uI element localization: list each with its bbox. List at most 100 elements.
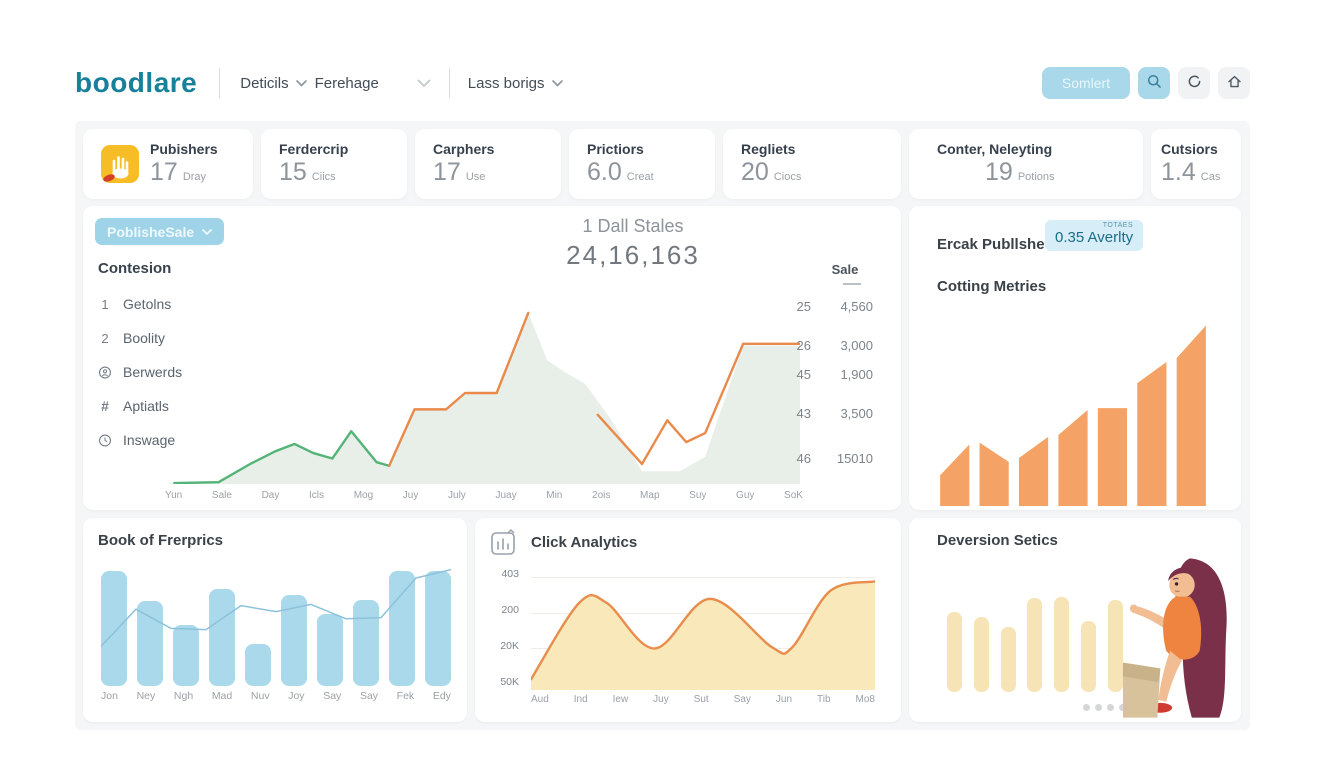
stat-value: 19 — [985, 158, 1013, 186]
hand-icon — [101, 145, 139, 183]
header-divider — [448, 68, 450, 98]
click-analytics-title: Click Analytics — [531, 534, 638, 551]
sidebar-item-inswage[interactable]: Inswage — [98, 430, 182, 450]
axis-label: Min — [546, 490, 563, 501]
bar — [173, 624, 199, 686]
stat-title: Regliets — [741, 141, 796, 157]
search-icon — [1146, 73, 1163, 93]
stat-card-cutsiors[interactable]: Cutsiors 1.4 Cas — [1151, 129, 1241, 199]
stat-card-regliets[interactable]: Regliets 20 Ciocs — [723, 129, 901, 199]
stat-unit: Dray — [182, 171, 207, 183]
pagination-dot[interactable] — [1107, 704, 1114, 711]
pagination-dot[interactable] — [1095, 704, 1102, 711]
bar — [1107, 600, 1123, 692]
axis-tick: 403 — [501, 568, 519, 580]
ercak-publshee-label: Ercak Publlshee — [937, 236, 1053, 253]
stat-value: 1.4 — [1161, 158, 1196, 186]
nav-item-ferehage[interactable]: Ferehage — [315, 75, 379, 92]
home-icon — [1226, 73, 1243, 93]
nav-item-lass-borigs[interactable]: Lass borigs — [468, 75, 563, 92]
sidebar-item-berwerds[interactable]: Berwerds — [98, 362, 182, 382]
deversion-setics-panel: Deversion Setics — [909, 518, 1241, 722]
axis-tick: 50K — [500, 676, 519, 688]
sale-cell: 15010 — [836, 451, 873, 466]
stat-unit: Potions — [1017, 171, 1055, 183]
stat-unit: Ciocs — [773, 171, 802, 183]
sales-total: 24,16,163 — [566, 240, 700, 270]
axis-label: Ind — [573, 694, 588, 705]
search-button[interactable] — [1138, 67, 1170, 99]
stat-value: 20 — [741, 158, 769, 186]
bar — [947, 612, 962, 692]
chart-icon — [489, 528, 519, 558]
axis-label: Tib — [816, 694, 831, 705]
bar — [245, 644, 271, 686]
axis-label: Jun — [775, 694, 793, 705]
stat-card-prictiors[interactable]: Prictiors 6.0 Creat — [569, 129, 715, 199]
stat-card-pubishers[interactable]: Pubishers 17 Dray — [83, 129, 253, 199]
bottom-row: Book of Frerprics Jon Ney Ngh Mad Nuv Joy Say S… — [83, 518, 1242, 722]
sale-row: 45 1,900 — [787, 367, 873, 382]
nav-item-deticils[interactable]: Deticils — [240, 75, 307, 92]
click-y-axis: 403 200 20K 50K — [483, 568, 519, 688]
stat-unit: Creat — [626, 171, 654, 183]
dashboard-content: Pubishers 17 Dray Ferdercrip 15 Ciics Carp… — [75, 121, 1250, 730]
axis-label: Say — [323, 690, 342, 702]
top-header: boodlare Deticils Ferehage Lass borigs S… — [75, 55, 1250, 111]
sidebar-item-boolity[interactable]: 2 Boolity — [98, 328, 182, 348]
bar — [137, 600, 163, 686]
pagination-dot[interactable] — [1083, 704, 1090, 711]
axis-label: Jon — [101, 690, 118, 702]
stat-title: Conter, Neleyting — [937, 141, 1053, 157]
pagination-dot[interactable] — [1119, 704, 1126, 711]
stat-title: Pubishers — [150, 141, 218, 157]
book-of-frerprics-panel: Book of Frerprics Jon Ney Ngh Mad Nuv Joy Say S… — [83, 518, 467, 722]
sale-cell: 3,500 — [840, 406, 873, 421]
axis-label: Say — [733, 694, 751, 705]
refresh-button[interactable] — [1178, 67, 1210, 99]
sale-row: 43 3,500 — [787, 406, 873, 421]
somlert-button[interactable]: Somlert — [1042, 67, 1130, 99]
cotting-metries-bar-chart — [935, 314, 1211, 506]
stat-card-carphers[interactable]: Carphers 17 Use — [415, 129, 561, 199]
sales-panel: PoblisheSale Contesion 1 Getolns 2 Booli… — [83, 206, 901, 510]
axis-label: Iew — [612, 694, 629, 705]
axis-label: Mog — [353, 490, 374, 501]
illustration-person — [1121, 552, 1239, 722]
bar — [973, 616, 989, 692]
dropdown-label: PoblisheSale — [107, 223, 195, 240]
stat-unit: Ciics — [311, 171, 336, 183]
chevron-down-icon[interactable] — [417, 79, 431, 88]
axis-label: Sut — [693, 694, 709, 705]
cotting-metries-panel: Ercak Publlshee TOTAES 0.35 Averlty Cott… — [909, 206, 1241, 510]
sale-cell: 25 — [796, 299, 811, 314]
sidebar-item-aptiatls[interactable]: # Aptiatls — [98, 396, 182, 416]
stat-value: 6.0 — [587, 158, 622, 186]
sales-header: 1 Dall Stales 24,16,163 — [453, 216, 813, 271]
sidebar-item-label: Inswage — [123, 432, 176, 448]
home-button[interactable] — [1218, 67, 1250, 99]
sale-row: 46 15010 — [787, 451, 873, 466]
publishe-sale-dropdown[interactable]: PoblisheSale — [95, 218, 225, 245]
pagination-dots — [1083, 704, 1126, 711]
nav-item-label: Ferehage — [314, 74, 379, 92]
sale-cell: 45 — [796, 367, 811, 382]
main-row: PoblisheSale Contesion 1 Getolns 2 Booli… — [83, 206, 1242, 510]
click-x-axis: Aud Ind Iew Juy Sut Say Jun Tib Mo8 — [531, 694, 875, 705]
axis-label: 2ois — [592, 490, 611, 501]
averlty-badge[interactable]: TOTAES 0.35 Averlty — [1045, 220, 1144, 251]
axis-tick: 200 — [501, 604, 519, 616]
axis-label: Ney — [136, 690, 156, 702]
axis-label: July — [448, 490, 466, 501]
axis-label: Edy — [432, 690, 451, 702]
sale-cell: 1,900 — [840, 367, 873, 382]
stat-card-ferdercrip[interactable]: Ferdercrip 15 Ciics — [261, 129, 407, 199]
stat-unit: Cas — [1200, 171, 1221, 183]
sales-x-axis: Yun Sale Day Icls Mog Juy July Juay Min 2ois Map Su… — [165, 490, 803, 501]
click-area-chart — [531, 556, 875, 690]
sidebar-item-getolns[interactable]: 1 Getolns — [98, 294, 182, 314]
main-nav: Deticils Ferehage Lass borigs — [240, 68, 563, 98]
chevron-down-icon — [295, 79, 307, 87]
stat-card-conter-neleyting[interactable]: Conter, Neleyting 19 Potions — [909, 129, 1143, 199]
sale-cell: 3,000 — [840, 338, 873, 353]
